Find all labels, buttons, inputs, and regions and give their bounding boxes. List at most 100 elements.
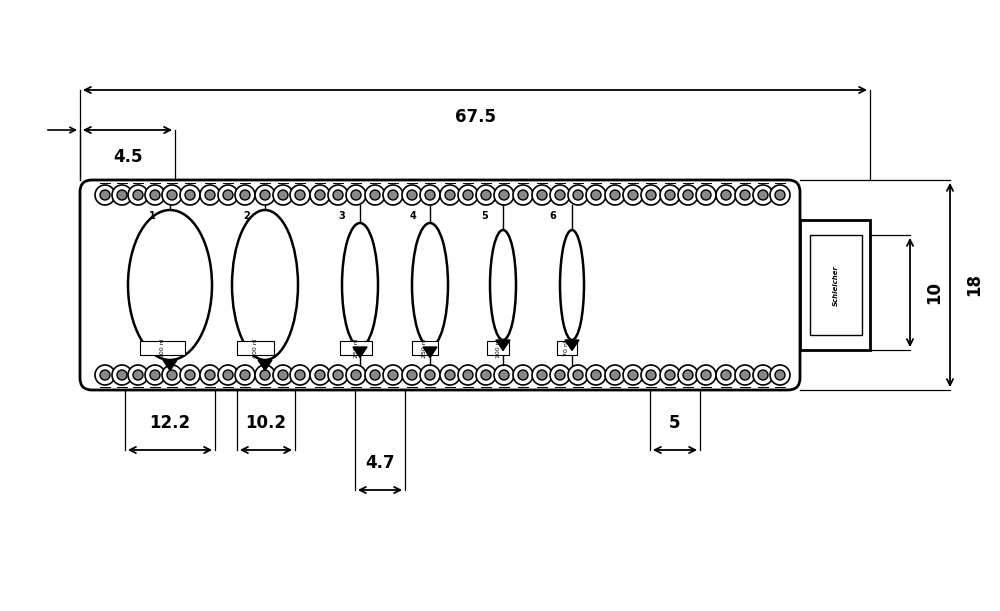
Circle shape — [128, 365, 148, 385]
Circle shape — [200, 185, 220, 205]
Circle shape — [100, 190, 110, 200]
Circle shape — [610, 190, 620, 200]
Circle shape — [665, 190, 675, 200]
Circle shape — [586, 365, 606, 385]
Circle shape — [260, 190, 270, 200]
Circle shape — [775, 370, 785, 380]
Circle shape — [150, 190, 160, 200]
Circle shape — [740, 190, 750, 200]
Circle shape — [420, 185, 440, 205]
Circle shape — [458, 185, 478, 205]
Circle shape — [278, 190, 288, 200]
Circle shape — [150, 370, 160, 380]
Circle shape — [260, 370, 270, 380]
Circle shape — [573, 190, 583, 200]
Circle shape — [494, 185, 514, 205]
Circle shape — [568, 365, 588, 385]
Text: 4.5: 4.5 — [113, 148, 142, 166]
Circle shape — [112, 365, 132, 385]
Text: 6: 6 — [550, 211, 556, 221]
Ellipse shape — [412, 223, 448, 347]
Circle shape — [388, 370, 398, 380]
Text: 3: 3 — [339, 211, 345, 221]
Circle shape — [128, 185, 148, 205]
Circle shape — [145, 365, 165, 385]
Text: 4.7: 4.7 — [365, 454, 395, 472]
Circle shape — [678, 365, 698, 385]
Circle shape — [235, 365, 255, 385]
Bar — [237, 341, 274, 355]
Circle shape — [255, 365, 275, 385]
Circle shape — [550, 365, 570, 385]
Circle shape — [683, 190, 693, 200]
Circle shape — [591, 190, 601, 200]
Circle shape — [623, 185, 643, 205]
Circle shape — [370, 190, 380, 200]
Text: 70 nl: 70 nl — [564, 340, 570, 356]
Circle shape — [665, 370, 675, 380]
Ellipse shape — [342, 223, 378, 347]
Circle shape — [315, 370, 325, 380]
Circle shape — [735, 185, 755, 205]
Circle shape — [463, 370, 473, 380]
Circle shape — [440, 365, 460, 385]
Circle shape — [255, 185, 275, 205]
Circle shape — [721, 190, 731, 200]
Text: 18: 18 — [965, 274, 983, 296]
Circle shape — [716, 365, 736, 385]
Polygon shape — [423, 347, 437, 357]
Circle shape — [758, 370, 768, 380]
Circle shape — [518, 190, 528, 200]
Circle shape — [623, 365, 643, 385]
Circle shape — [278, 370, 288, 380]
Circle shape — [463, 190, 473, 200]
Circle shape — [223, 370, 233, 380]
Text: 1: 1 — [149, 211, 155, 221]
Ellipse shape — [560, 230, 584, 340]
Circle shape — [240, 370, 250, 380]
Circle shape — [167, 370, 177, 380]
Circle shape — [701, 190, 711, 200]
Circle shape — [100, 370, 110, 380]
Circle shape — [701, 370, 711, 380]
Circle shape — [646, 370, 656, 380]
Circle shape — [346, 365, 366, 385]
Circle shape — [770, 185, 790, 205]
Circle shape — [425, 370, 435, 380]
Bar — [487, 341, 509, 355]
Circle shape — [721, 370, 731, 380]
Circle shape — [351, 370, 361, 380]
Circle shape — [494, 365, 514, 385]
Circle shape — [458, 365, 478, 385]
Text: 5: 5 — [482, 211, 488, 221]
Circle shape — [716, 185, 736, 205]
Circle shape — [586, 185, 606, 205]
Circle shape — [573, 370, 583, 380]
Polygon shape — [496, 340, 510, 351]
Bar — [810, 235, 862, 335]
Polygon shape — [565, 340, 579, 351]
Circle shape — [351, 190, 361, 200]
Circle shape — [333, 370, 343, 380]
Circle shape — [605, 365, 625, 385]
Circle shape — [295, 370, 305, 380]
Circle shape — [476, 185, 496, 205]
Circle shape — [420, 365, 440, 385]
Circle shape — [112, 185, 132, 205]
Circle shape — [162, 185, 182, 205]
Circle shape — [646, 190, 656, 200]
Circle shape — [407, 190, 417, 200]
Text: 100 nl: 100 nl — [496, 338, 501, 357]
Circle shape — [223, 190, 233, 200]
Circle shape — [753, 185, 773, 205]
Bar — [140, 341, 185, 355]
Circle shape — [95, 365, 115, 385]
Circle shape — [499, 370, 509, 380]
Circle shape — [513, 365, 533, 385]
Circle shape — [555, 190, 565, 200]
Circle shape — [499, 190, 509, 200]
Circle shape — [550, 185, 570, 205]
Circle shape — [180, 185, 200, 205]
Bar — [557, 341, 577, 355]
Ellipse shape — [490, 230, 516, 340]
